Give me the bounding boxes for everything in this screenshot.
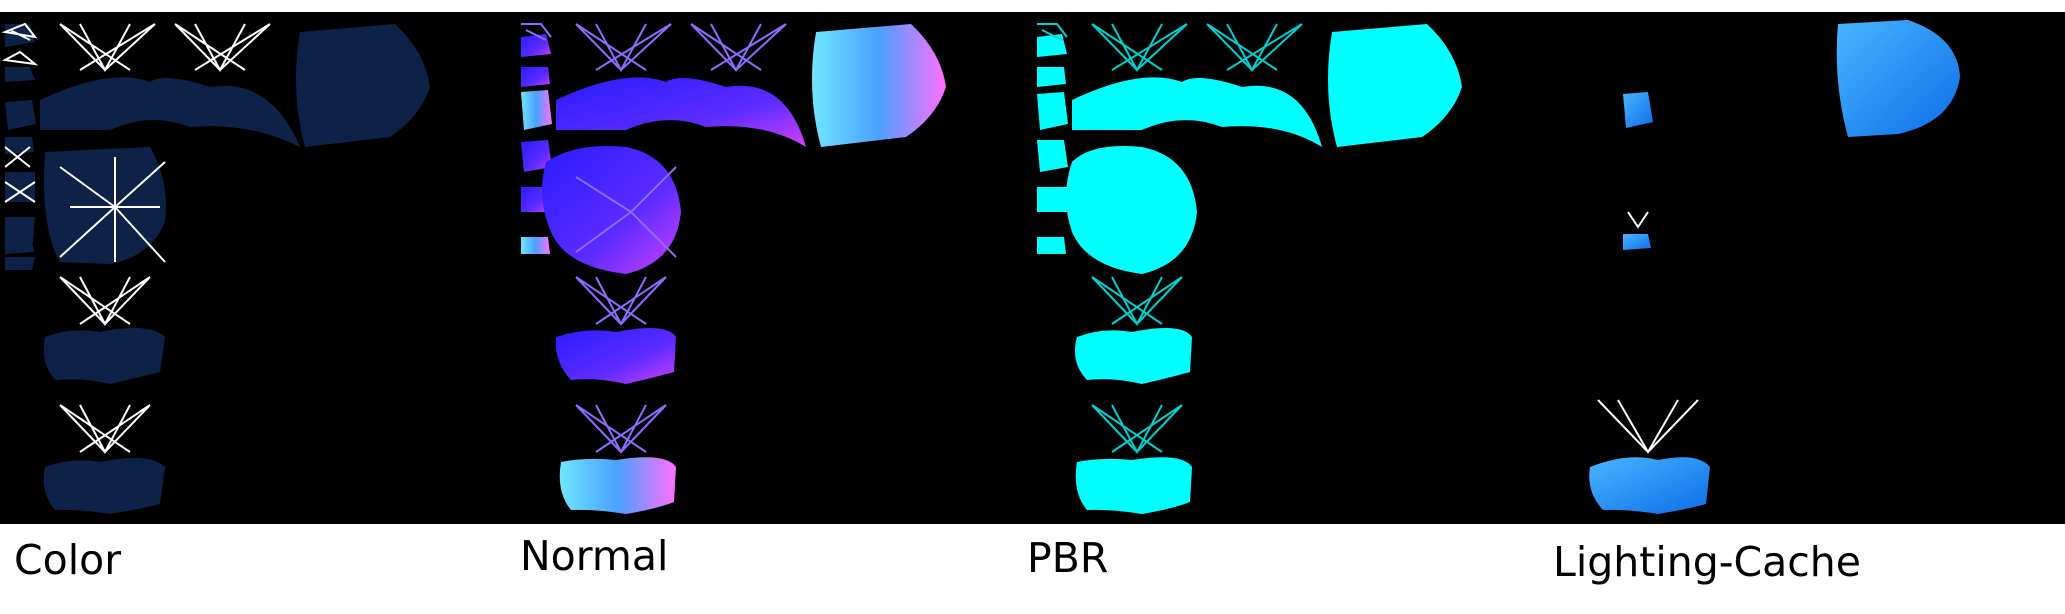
gbuffer-strip — [0, 12, 2065, 524]
lighting-cache-buffer-view — [1548, 12, 2064, 524]
pbr-label: PBR — [1027, 534, 1109, 582]
normal-buffer-view — [516, 12, 1032, 524]
color-label: Color — [14, 536, 122, 584]
lighting-cache-label: Lighting-Cache — [1553, 538, 1862, 586]
pbr-buffer-view — [1032, 12, 1548, 524]
normal-uv-atlas — [521, 23, 946, 514]
pbr-uv-atlas — [1037, 23, 1462, 514]
normal-label: Normal — [520, 532, 669, 580]
lighting-cache-uv-atlas — [1589, 20, 1960, 514]
color-buffer-view — [0, 12, 516, 524]
color-uv-atlas — [1, 22, 430, 514]
